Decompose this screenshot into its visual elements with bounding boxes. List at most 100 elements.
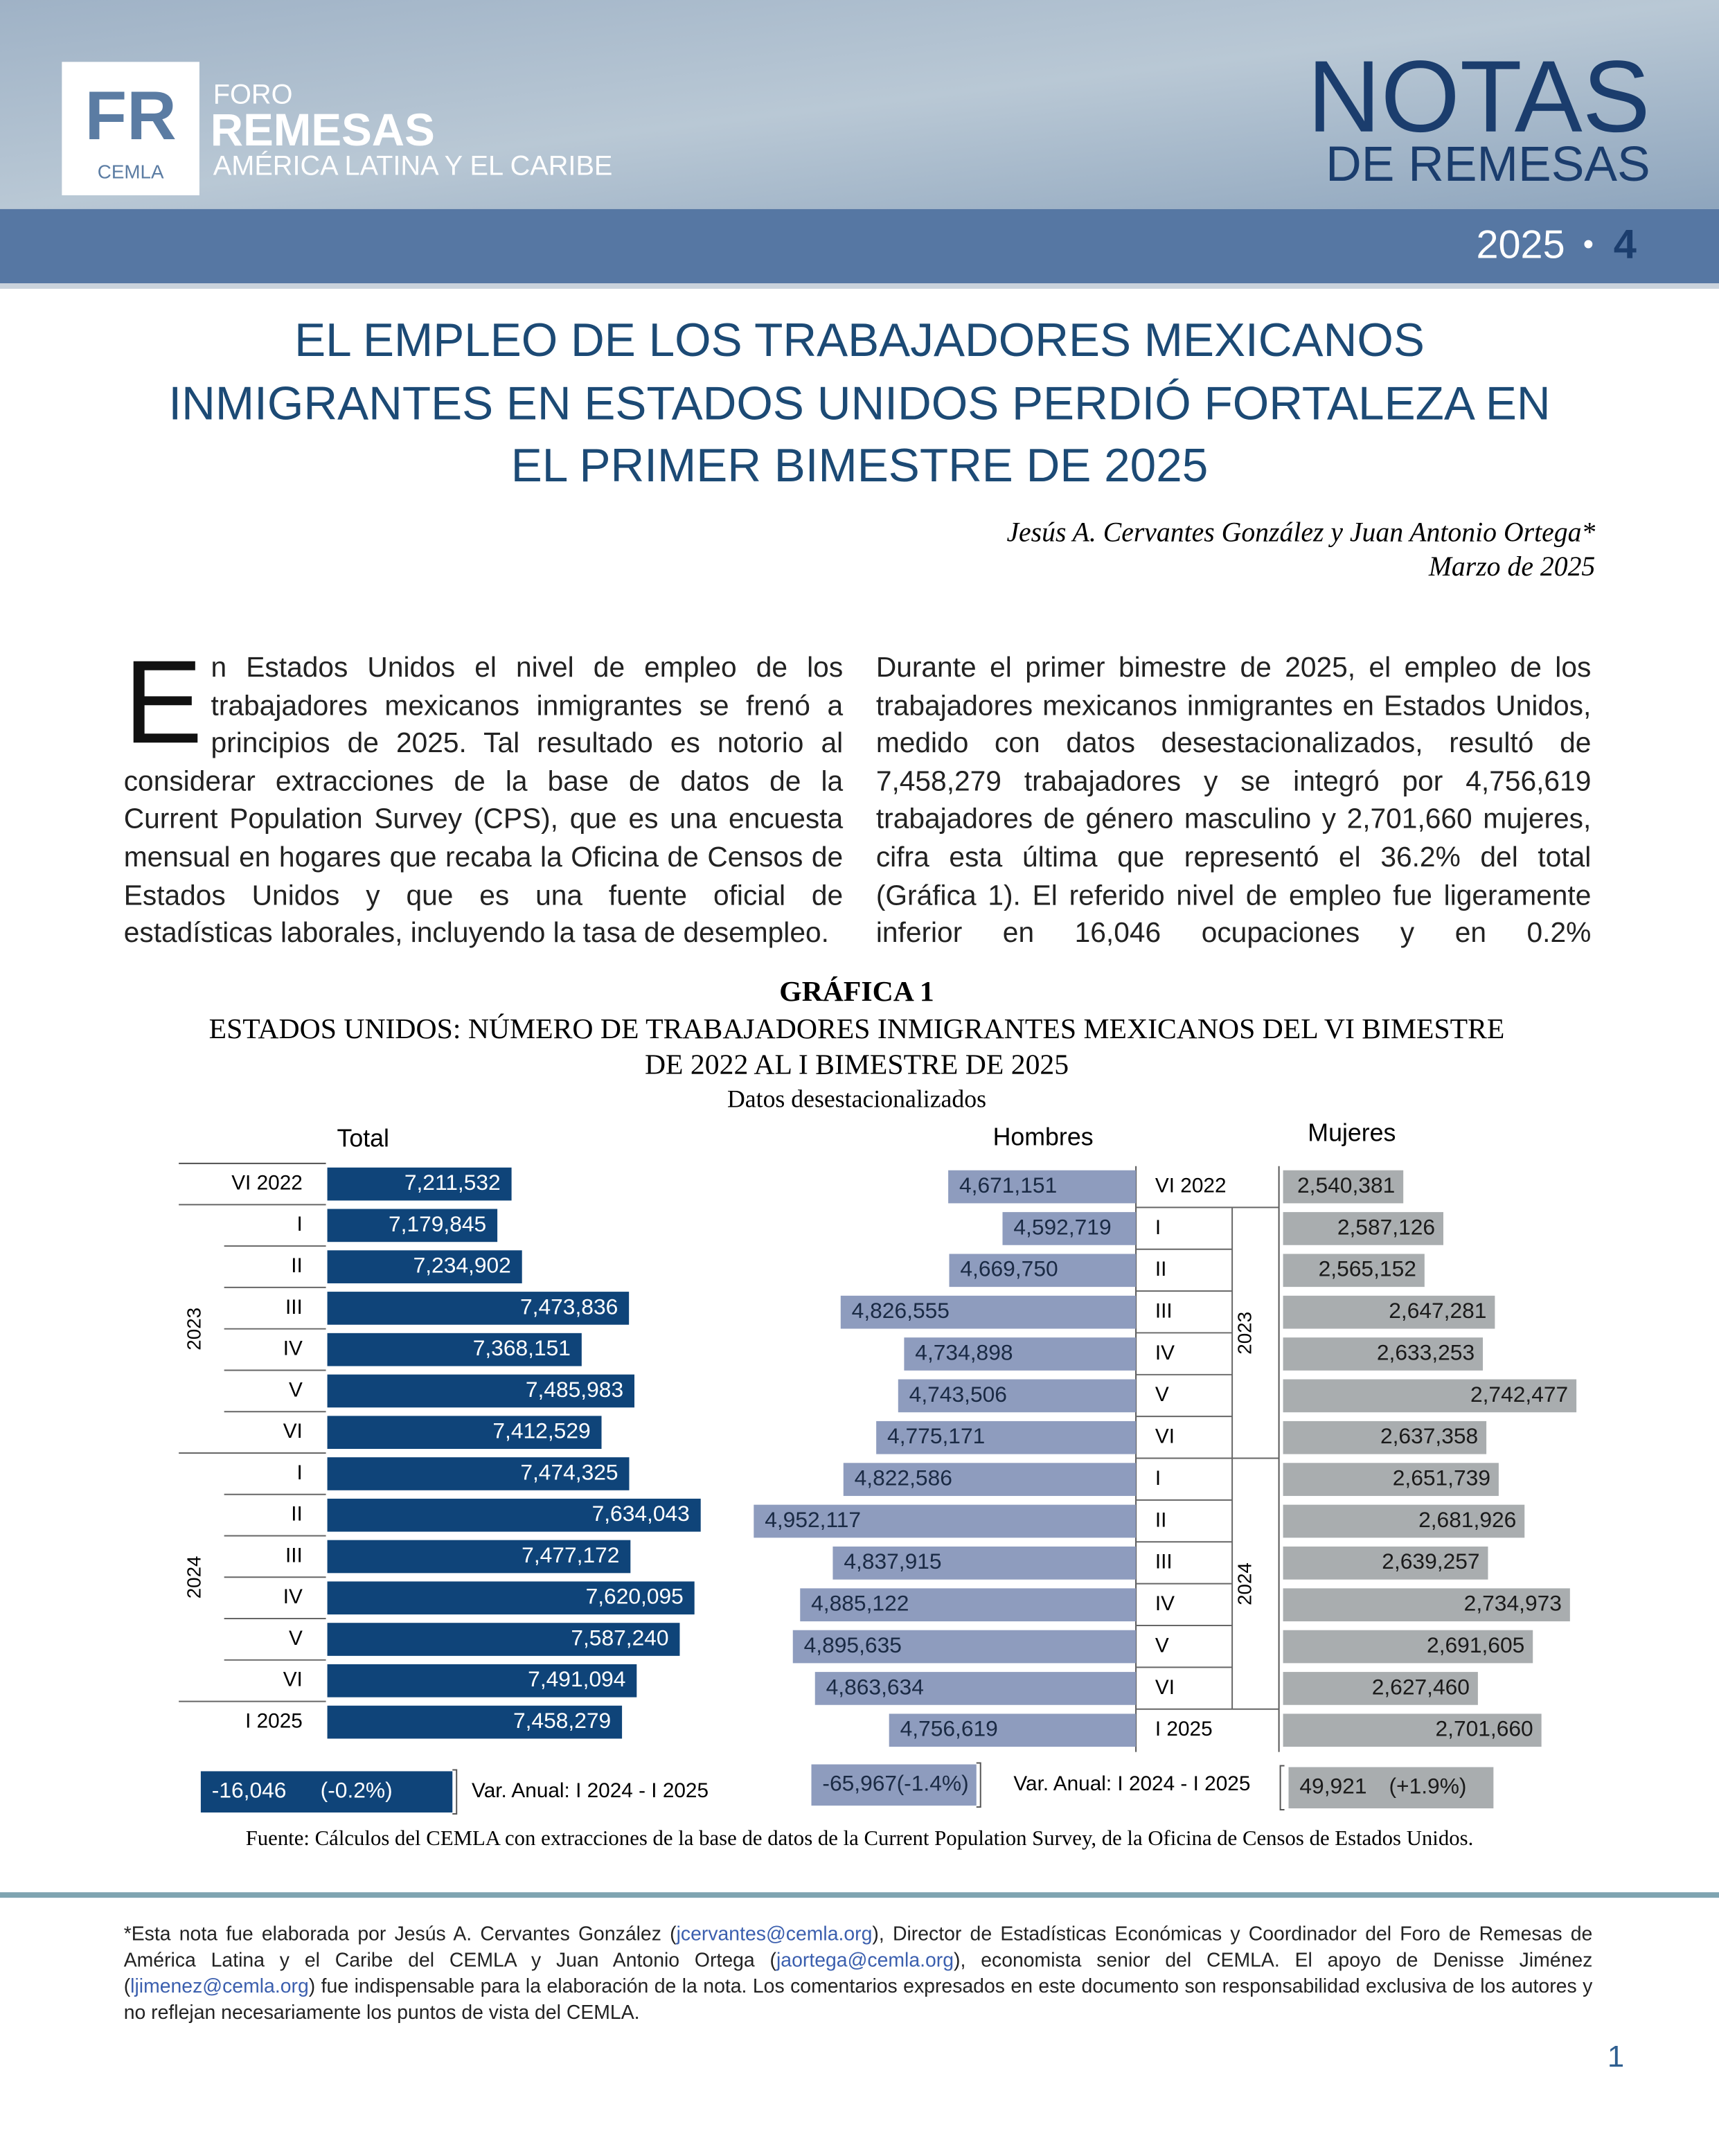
category-label: V: [289, 1378, 303, 1401]
category-label: V: [1155, 1634, 1169, 1657]
change-bracket: [976, 1762, 981, 1808]
bar: [327, 1416, 602, 1450]
bar: [843, 1463, 1137, 1496]
change-bracket: [1279, 1765, 1285, 1811]
value-label: 7,634,043: [592, 1501, 690, 1526]
category-label: III: [285, 1296, 303, 1319]
bar: [904, 1337, 1137, 1371]
change-box: [1288, 1767, 1494, 1809]
value-label: 2,637,358: [1380, 1423, 1478, 1448]
header-banner: [0, 0, 1719, 209]
value-label: 2,587,126: [1337, 1214, 1435, 1239]
value-label: 2,701,660: [1435, 1716, 1533, 1741]
chart-label: GRÁFICA 1: [779, 975, 934, 1008]
bar: [792, 1630, 1137, 1664]
value-label: 4,837,915: [844, 1549, 941, 1574]
category-label: II: [291, 1503, 303, 1526]
change-box: [200, 1771, 453, 1813]
bar: [1283, 1713, 1542, 1747]
category-label: I: [1155, 1467, 1161, 1490]
bar: [754, 1504, 1137, 1538]
value-label: 2,681,926: [1418, 1507, 1516, 1532]
bar: [327, 1457, 630, 1490]
value-label: 4,826,555: [852, 1298, 950, 1323]
email-link[interactable]: jcervantes@cemla.org: [676, 1923, 873, 1946]
category-label: IV: [1155, 1592, 1175, 1615]
value-label: 4,669,750: [960, 1256, 1058, 1281]
panel-title: Total: [337, 1124, 389, 1152]
logo-box: [62, 62, 199, 195]
brand-foro: FORO: [213, 79, 293, 109]
value-label: 2,734,973: [1464, 1591, 1562, 1616]
change-pct: (-1.4%): [897, 1771, 969, 1796]
category-label: III: [1155, 1551, 1173, 1574]
category-label: III: [1155, 1300, 1173, 1323]
value-label: 4,885,122: [811, 1591, 909, 1616]
footnote-text: ), Director de Estadísticas Económicas y…: [123, 1923, 1593, 1972]
change-bracket: [452, 1769, 458, 1815]
bar: [898, 1379, 1137, 1413]
value-label: 7,587,240: [571, 1625, 668, 1650]
bar: [1283, 1379, 1577, 1413]
bar: [1283, 1630, 1533, 1664]
category-label: VI: [283, 1668, 303, 1691]
bar: [327, 1664, 637, 1698]
category-label: II: [1155, 1258, 1167, 1281]
bar: [327, 1374, 635, 1408]
bar: [1283, 1547, 1488, 1580]
value-label: 7,474,325: [520, 1459, 618, 1484]
category-label: III: [285, 1544, 303, 1567]
bar: [832, 1547, 1137, 1580]
panel-title: Hombres: [993, 1123, 1094, 1151]
category-label: I: [1155, 1216, 1161, 1239]
bar: [800, 1588, 1137, 1622]
bar: [1283, 1337, 1484, 1371]
value-label: 7,234,902: [413, 1253, 511, 1278]
bar: [327, 1333, 582, 1366]
bar: [889, 1713, 1137, 1747]
category-label: IV: [283, 1585, 303, 1608]
header-shadow: [0, 283, 1719, 289]
bar: [840, 1295, 1137, 1329]
category-label: IV: [283, 1337, 303, 1360]
logo-mark: FR: [84, 78, 176, 154]
bar: [876, 1420, 1137, 1454]
email-link[interactable]: ljimenez@cemla.org: [130, 1976, 309, 1999]
footnote-text: *Esta nota fue elaborada por Jesús A. Ce…: [123, 1923, 677, 1946]
change-value: -16,046: [212, 1778, 287, 1803]
value-label: 7,211,532: [404, 1170, 501, 1195]
brand-region: AMÉRICA LATINA Y EL CARIBE: [213, 151, 613, 181]
bar: [327, 1498, 701, 1532]
group-label: 2024: [183, 1556, 204, 1598]
paragraph: n Estados Unidos el nivel de empleo de l…: [123, 652, 844, 950]
bar: [1283, 1463, 1499, 1496]
paragraph: Durante el primer bimestre de 2025, el e…: [875, 652, 1592, 950]
value-label: 4,863,634: [826, 1674, 924, 1699]
category-label: V: [1155, 1383, 1169, 1406]
value-label: 2,540,381: [1297, 1173, 1395, 1197]
header-band: [0, 208, 1719, 284]
change-pct: (-0.2%): [321, 1778, 393, 1803]
drop-cap: E: [123, 636, 203, 769]
category-label: VI: [1155, 1425, 1175, 1448]
email-link[interactable]: jaortega@cemla.org: [776, 1950, 954, 1972]
bar: [327, 1209, 498, 1242]
category-label: I: [297, 1213, 303, 1236]
bar: [1283, 1504, 1525, 1538]
bar: [327, 1705, 623, 1739]
value-label: 7,412,529: [492, 1418, 590, 1443]
title-line: EL EMPLEO DE LOS TRABAJADORES MEXICANOS: [294, 314, 1425, 366]
bar: [1283, 1254, 1425, 1288]
issue-bullet: •: [1583, 227, 1594, 261]
bar: [327, 1623, 680, 1656]
bar: [814, 1672, 1137, 1705]
group-label: 2024: [1233, 1562, 1255, 1605]
bar: [327, 1250, 522, 1283]
value-label: 4,822,586: [855, 1465, 952, 1490]
value-label: 2,651,739: [1393, 1465, 1490, 1490]
chart-subtitle: Datos desestacionalizados: [727, 1085, 986, 1113]
bar: [1283, 1420, 1487, 1454]
value-label: 2,633,253: [1377, 1339, 1475, 1364]
